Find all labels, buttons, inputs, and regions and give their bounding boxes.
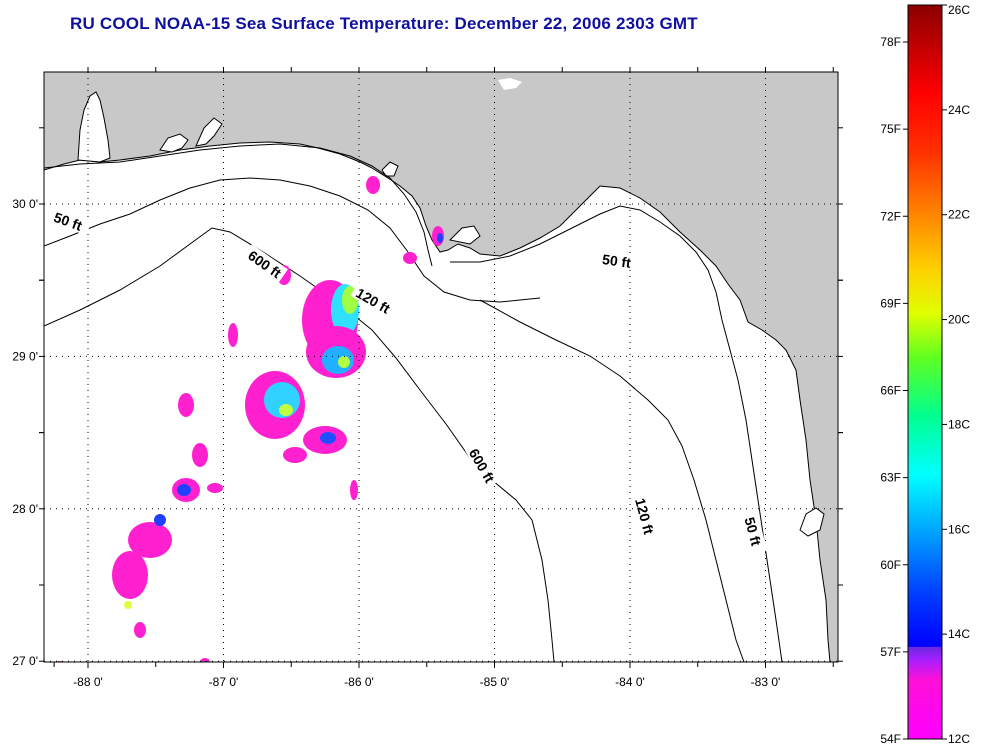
colorbar-label-f: 60F: [880, 558, 901, 572]
map-frame: [43, 71, 839, 663]
lon-tick-label: -88 0': [73, 675, 103, 689]
colorbar-label-f: 69F: [880, 296, 901, 310]
apalachee-bay: [448, 225, 481, 245]
lat-tick-label: 30 0': [12, 197, 38, 211]
colorbar-label-f: 75F: [880, 122, 901, 136]
lat-tick-label: 29 0': [12, 349, 38, 363]
lon-tick-label: -86 0': [344, 675, 374, 689]
mobile-bay: [77, 91, 111, 163]
lon-tick-label: -83 0': [751, 675, 781, 689]
contour-label-bg: [350, 281, 397, 318]
colorbar-label-c: 20C: [948, 313, 970, 327]
contour-50ft-west: [44, 143, 433, 267]
colorbar-label-c: 24C: [948, 103, 970, 117]
lon-tick-label: -85 0': [480, 675, 510, 689]
lake: [498, 78, 522, 90]
lon-tick-label: -84 0': [615, 675, 645, 689]
colorbar-label-f: 54F: [880, 732, 901, 746]
colorbar-label-c: 12C: [948, 732, 970, 746]
colorbar-label-f: 63F: [880, 471, 901, 485]
colorbar-label-c: 26C: [948, 3, 970, 17]
contour-label-bg: [464, 442, 501, 489]
lat-tick-label: 28 0': [12, 502, 38, 516]
colorbar-label-c: 22C: [948, 208, 970, 222]
colorbar-label-c: 14C: [948, 627, 970, 641]
contour-label-bg: [593, 248, 640, 271]
colorbar-label-f: 78F: [880, 35, 901, 49]
colorbar-label-f: 72F: [880, 209, 901, 223]
contour-label-bg: [242, 244, 288, 283]
colorbar-label-f: 66F: [880, 384, 901, 398]
colorbar-label-c: 18C: [948, 417, 970, 431]
colorbar-label-c: 16C: [948, 522, 970, 536]
contour-120ft: [44, 177, 541, 303]
contour-label-bg: [632, 492, 659, 540]
lat-tick-label: 27 0': [12, 654, 38, 668]
tampa-bay: [799, 507, 825, 537]
pensacola-bay: [159, 133, 189, 153]
contour-50ft-east: [450, 205, 783, 662]
contour-label: 50 ft: [601, 251, 632, 271]
colorbar-label-f: 57F: [880, 645, 901, 659]
contour-label-bg: [44, 205, 92, 236]
contour-label-bg: [740, 507, 768, 555]
contour-600ft: [44, 227, 555, 662]
contour-120ft-east: [479, 299, 745, 662]
map-title: RU COOL NOAA-15 Sea Surface Temperature:…: [70, 14, 698, 33]
land-area: [44, 72, 838, 662]
choctawhatchee-bay: [195, 117, 223, 147]
sst-patches: [54, 176, 444, 662]
lon-tick-label: -87 0': [209, 675, 239, 689]
contour-label: 50 ft: [741, 515, 764, 547]
colorbar: [907, 4, 943, 740]
